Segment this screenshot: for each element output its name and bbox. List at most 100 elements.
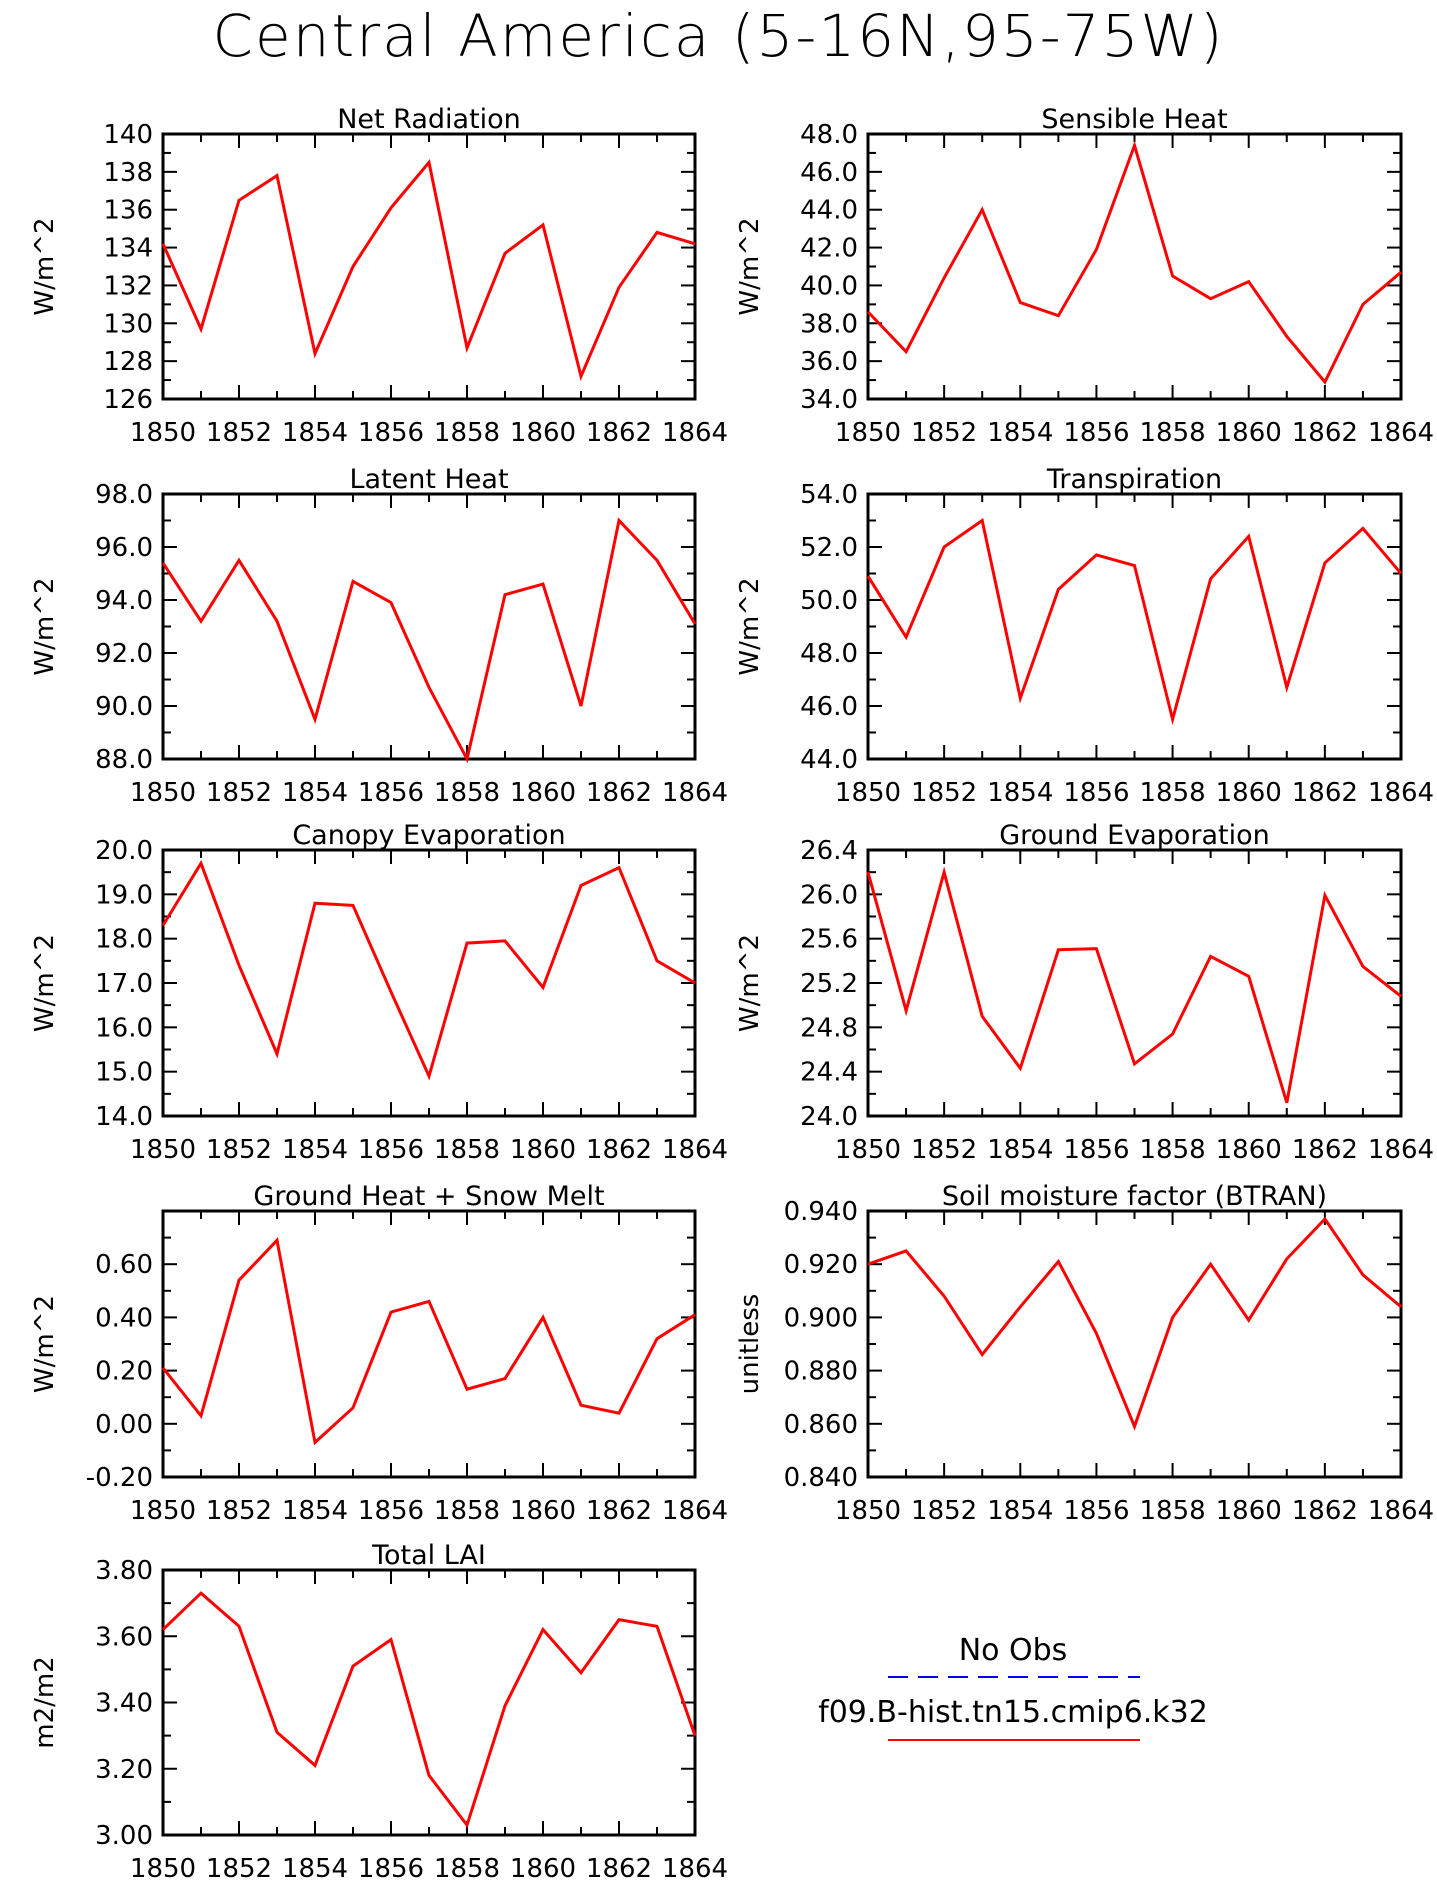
x-tick-label: 1862	[1292, 418, 1358, 448]
x-tick-label: 1856	[1063, 418, 1129, 448]
y-tick-label: 46.0	[800, 158, 858, 188]
x-tick-label: 1862	[1292, 1135, 1358, 1165]
x-tick-label: 1864	[1368, 418, 1434, 448]
y-tick-label: 92.0	[95, 639, 153, 669]
y-tick-label: 25.2	[800, 969, 858, 999]
plot-frame	[866, 1209, 1403, 1479]
y-tick-label: 138	[103, 158, 153, 188]
panel-sensible-heat: 1850 1852 1854 1856 1858 1860 1862 1864 34.0 36.0…	[735, 104, 1434, 448]
y-tick-label: 25.6	[800, 925, 858, 955]
y-tick-label: 36.0	[800, 347, 858, 377]
panel-title: Net Radiation	[337, 104, 521, 135]
plot-frame	[161, 1568, 697, 1837]
x-tick-label: 1850	[835, 418, 901, 448]
plot-frame	[161, 132, 697, 401]
x-tick-label: 1852	[911, 418, 977, 448]
x-tick-label: 1862	[586, 778, 652, 808]
y-tick-label: 3.20	[95, 1755, 153, 1785]
x-tick-label: 1852	[206, 1496, 272, 1526]
panel-title: Transpiration	[1046, 464, 1222, 495]
x-tick-label: 1864	[662, 1854, 728, 1884]
panel-total-lai: 1850 1852 1854 1856 1858 1860 1862 1864 3.00 3.20…	[30, 1540, 728, 1884]
y-tick-label: 3.00	[95, 1821, 153, 1851]
y-tick-label: 24.8	[800, 1013, 858, 1043]
x-tick-label: 1852	[206, 778, 272, 808]
x-tick-label: 1856	[358, 1135, 424, 1165]
x-tick-label: 1852	[911, 1496, 977, 1526]
x-tick-label: 1854	[282, 418, 348, 448]
y-tick-label: 24.4	[800, 1058, 858, 1088]
panel-ground-heat-snow-melt: 1850 1852 1854 1856 1858 1860 1862 1864 -0.20 0.0…	[30, 1181, 728, 1526]
plot-frame	[161, 1209, 697, 1479]
y-tick-label: 24.0	[800, 1102, 858, 1132]
y-tick-label: 0.920	[784, 1250, 858, 1280]
x-tick-label: 1850	[130, 1135, 196, 1165]
panel-title: Total LAI	[371, 1540, 486, 1571]
panel-title: Ground Heat + Snow Melt	[253, 1181, 604, 1212]
y-tick-label: 128	[103, 347, 153, 377]
x-tick-label: 1854	[282, 1854, 348, 1884]
x-tick-label: 1862	[1292, 1496, 1358, 1526]
y-tick-label: 52.0	[800, 533, 858, 563]
x-tick-label: 1858	[1139, 418, 1205, 448]
plot-frame	[866, 492, 1403, 761]
x-tick-label: 1858	[1139, 1496, 1205, 1526]
y-tick-label: 94.0	[95, 586, 153, 616]
x-tick-label: 1860	[510, 778, 576, 808]
y-tick-label: 26.0	[800, 880, 858, 910]
panel-soil-moisture-factor-btran: 1850 1852 1854 1856 1858 1860 1862 1864 0.840 0.8…	[735, 1181, 1434, 1526]
series-line	[866, 866, 1402, 1104]
panel-title: Ground Evaporation	[999, 820, 1270, 851]
y-tick-label: 20.0	[95, 836, 153, 866]
y-tick-label: 14.0	[95, 1102, 153, 1132]
x-tick-label: 1858	[1139, 1135, 1205, 1165]
x-tick-label: 1858	[434, 1854, 500, 1884]
y-tick-label: 134	[103, 234, 153, 264]
y-tick-label: 0.840	[784, 1463, 858, 1493]
y-tick-label: 38.0	[800, 309, 858, 339]
x-tick-label: 1854	[282, 778, 348, 808]
y-tick-label: 0.940	[784, 1197, 858, 1227]
x-tick-label: 1852	[206, 1135, 272, 1165]
x-tick-label: 1854	[987, 1135, 1053, 1165]
x-tick-label: 1850	[130, 418, 196, 448]
x-tick-label: 1860	[510, 1135, 576, 1165]
x-tick-label: 1860	[1216, 778, 1282, 808]
x-tick-label: 1852	[206, 1854, 272, 1884]
x-tick-label: 1854	[987, 418, 1053, 448]
x-tick-label: 1856	[358, 778, 424, 808]
y-axis-label: W/m^2	[30, 577, 60, 675]
panel-latent-heat: 1850 1852 1854 1856 1858 1860 1862 1864 88.0 90.0…	[30, 464, 728, 808]
series-line	[161, 1591, 697, 1829]
x-tick-label: 1856	[358, 1854, 424, 1884]
y-tick-label: 90.0	[95, 692, 153, 722]
y-tick-label: 15.0	[95, 1058, 153, 1088]
panel-transpiration: 1850 1852 1854 1856 1858 1860 1862 1864 44.0 46.0…	[735, 464, 1434, 808]
y-tick-label: 3.40	[95, 1689, 153, 1719]
y-tick-label: -0.20	[86, 1463, 153, 1493]
x-tick-label: 1860	[510, 1854, 576, 1884]
x-tick-label: 1858	[434, 1496, 500, 1526]
x-tick-label: 1864	[1368, 1135, 1434, 1165]
x-tick-label: 1854	[987, 1496, 1053, 1526]
legend-label-model: f09.B-hist.tn15.cmip6.k32	[818, 1695, 1208, 1730]
x-tick-label: 1852	[911, 778, 977, 808]
y-tick-label: 140	[103, 120, 153, 150]
y-tick-label: 0.900	[784, 1303, 858, 1333]
x-tick-label: 1854	[987, 778, 1053, 808]
y-tick-label: 19.0	[95, 880, 153, 910]
x-tick-label: 1850	[835, 778, 901, 808]
series-line	[866, 140, 1402, 385]
x-tick-label: 1862	[586, 1854, 652, 1884]
series-line	[866, 517, 1403, 726]
x-tick-label: 1860	[1216, 1496, 1282, 1526]
y-axis-label: W/m^2	[735, 934, 765, 1032]
x-tick-label: 1850	[835, 1135, 901, 1165]
x-tick-label: 1856	[1063, 778, 1129, 808]
x-tick-label: 1862	[1292, 778, 1358, 808]
y-tick-label: 3.60	[95, 1622, 153, 1652]
panel-title: Soil moisture factor (BTRAN)	[942, 1181, 1327, 1212]
y-tick-label: 40.0	[800, 271, 858, 301]
x-tick-label: 1850	[835, 1496, 901, 1526]
